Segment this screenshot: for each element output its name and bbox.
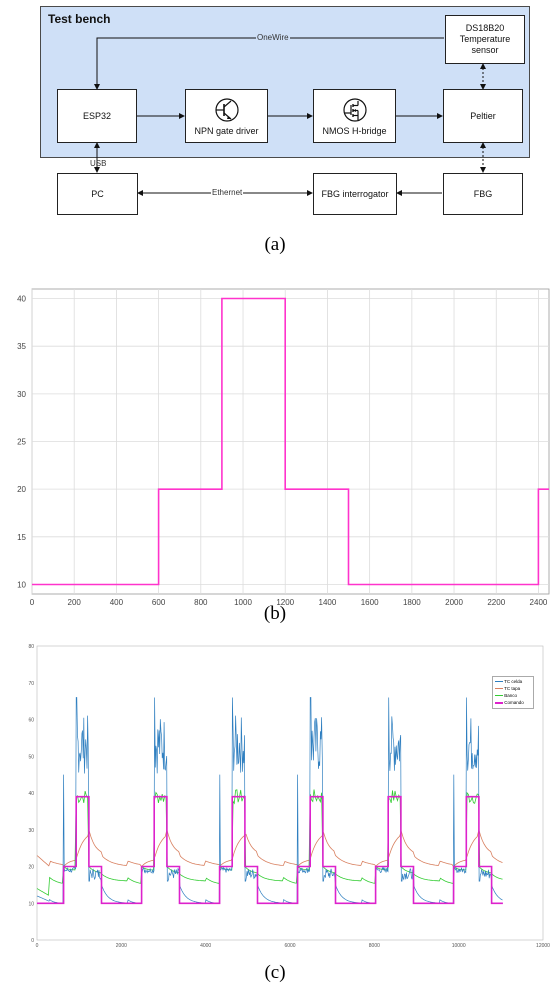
chart-c-y-tick-label: 10 [28, 901, 34, 907]
ds18b20-node: DS18B20 Temperature sensor [445, 15, 525, 64]
chart-b-y-tick-label: 10 [17, 580, 26, 589]
chart-c-y-tick-label: 20 [28, 865, 34, 871]
chart-c-y-tick-label: 30 [28, 828, 34, 834]
chart-b-x-tick-label: 1800 [403, 598, 421, 607]
chart-c-y-tick-label: 0 [31, 938, 34, 944]
legend-item-tc-celda: TC celda [495, 678, 531, 685]
chart-b-series-line [32, 297, 549, 586]
caption-a: (a) [264, 234, 286, 255]
peltier-label: Peltier [470, 110, 496, 121]
caption-c: (c) [264, 962, 286, 983]
onewire-link [94, 37, 444, 90]
nmos-label: NMOS H-bridge [322, 125, 387, 136]
legend-item-banco: Banco [495, 692, 531, 699]
chart-b-x-tick-label: 600 [152, 598, 166, 607]
chart-b-y-tick-label: 25 [17, 438, 26, 447]
fbg-node: FBG [443, 173, 523, 215]
pc-label: PC [91, 188, 104, 199]
chart-c-x-tick-label: 6000 [284, 943, 295, 949]
chart-b-x-tick-label: 200 [68, 598, 82, 607]
legend-item-comando: Comando [495, 699, 531, 706]
chart-c-x-tick-label: 4000 [200, 943, 211, 949]
chart-c-y-tick-label: 70 [28, 681, 34, 687]
chart-c-y-tick-label: 60 [28, 718, 34, 724]
chart-b-x-tick-label: 800 [194, 598, 208, 607]
chart-c-x-tick-label: 8000 [369, 943, 380, 949]
chart-b-x-tick-label: 2400 [530, 598, 548, 607]
fbg-interrogator-node: FBG interrogator [313, 173, 397, 215]
chart-c-series-tc-celda [36, 697, 503, 904]
chart-c-y-tick-label: 40 [28, 791, 34, 797]
chart-b-x-tick-label: 1000 [234, 598, 252, 607]
nmos-transistor-icon [342, 97, 367, 122]
chart-c-series-banco [36, 789, 503, 896]
chart-c-y-tick-label: 50 [28, 754, 34, 760]
chart-b-x-tick-label: 400 [110, 598, 124, 607]
npn-label: NPN gate driver [194, 125, 259, 136]
esp32-node: ESP32 [57, 89, 137, 143]
nmos-h-bridge-node: NMOS H-bridge [313, 89, 396, 143]
chart-b-y-tick-label: 20 [17, 485, 26, 494]
fbg-interrogator-label: FBG interrogator [321, 188, 389, 199]
chart-b-x-tick-label: 2000 [445, 598, 463, 607]
chart-c-x-tick-label: 2000 [116, 943, 127, 949]
chart-c-x-tick-label: 10000 [452, 943, 466, 949]
chart-b: 0 200 400 600 800 1000 1200 1400 1600 1800 2000 220… [17, 288, 550, 607]
npn-gate-driver-node: NPN gate driver [185, 89, 268, 143]
chart-c-series-tc-tapa [36, 828, 503, 868]
chart-b-x-tick-label: 1400 [319, 598, 337, 607]
usb-label: USB [90, 159, 107, 168]
chart-b-y-tick-label: 15 [17, 533, 26, 542]
temperature-sensor-label: Temperature sensor [459, 34, 511, 55]
pc-node: PC [57, 173, 138, 215]
chart-b-y-tick-label: 35 [17, 342, 26, 351]
esp32-label: ESP32 [82, 110, 112, 121]
chart-b-x-tick-label: 2200 [487, 598, 505, 607]
chart-c-y-tick-label: 80 [28, 644, 34, 650]
chart-c-series-comando [37, 795, 503, 905]
chart-b-x-tick-label: 1200 [276, 598, 294, 607]
chart-b-x-tick-label: 0 [30, 598, 35, 607]
onewire-label: OneWire [256, 33, 290, 42]
chart-b-y-tick-label: 30 [17, 390, 26, 399]
fbg-label: FBG [473, 188, 493, 199]
ethernet-label: Ethernet [211, 188, 244, 197]
chart-b-y-tick-label: 40 [17, 295, 26, 304]
npn-transistor-icon [214, 97, 239, 122]
chart-b-x-tick-label: 1600 [361, 598, 379, 607]
peltier-node: Peltier [443, 89, 523, 143]
legend-item-tc-tapa: TC tapa [495, 685, 531, 692]
chart-c-x-tick-label: 12000 [536, 943, 550, 949]
chart-c-x-tick-label: 0 [36, 943, 39, 949]
test-bench-title: Test bench [48, 12, 111, 26]
ds18b20-label: DS18B20 [465, 23, 505, 33]
chart-c-plot-area [36, 645, 544, 941]
chart-c-legend: TC celda TC tapa Banco Comando [492, 676, 534, 709]
caption-b: (b) [263, 603, 287, 624]
